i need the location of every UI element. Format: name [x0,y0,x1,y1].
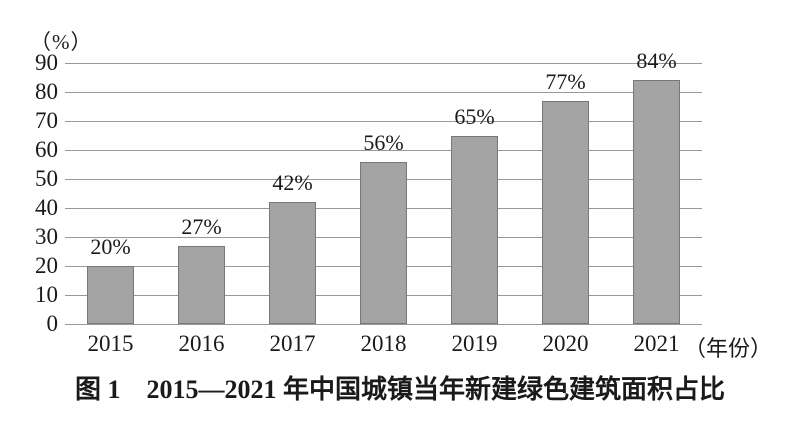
gridline [65,92,702,93]
bar [178,245,225,324]
bar-value-label: 56% [363,129,404,155]
figure-caption: 图 1 2015—2021 年中国城镇当年新建绿色建筑面积占比 [74,375,725,404]
bar-value-label: 77% [545,68,586,94]
y-tick-label: 90 [35,50,58,75]
bar-value-label: 42% [272,170,313,196]
gridline [65,150,702,151]
y-tick-label: 20 [35,253,58,278]
bar-value-label: 20% [90,234,131,259]
bar-value-label: 84% [636,48,677,74]
x-tick-label: 2021 [633,331,680,356]
bar-value-label: 27% [181,213,222,239]
gridline [65,121,702,122]
bar [269,202,316,324]
y-tick-label: 30 [35,224,58,249]
gridline [65,63,702,64]
bar [542,100,589,324]
x-tick-label: 2016 [178,331,225,356]
x-tick-label: 2018 [360,331,407,356]
y-tick-label: 10 [35,282,58,307]
bar [451,135,498,324]
x-axis-unit-label: （年份） [684,336,773,361]
x-tick-label: 2017 [269,331,316,356]
y-tick-label: 60 [35,137,58,162]
x-tick-label: 2019 [451,331,498,356]
y-tick-label: 50 [35,166,58,191]
y-tick-label: 70 [35,108,58,133]
bar-value-label: 65% [454,103,495,129]
y-tick-label: 40 [35,195,58,220]
y-tick-label: 0 [46,311,59,336]
bar [360,161,407,324]
x-tick-label: 2015 [87,331,134,356]
y-axis-unit-label: （%） [30,30,93,54]
bar [633,80,680,324]
x-tick-label: 2020 [542,331,589,356]
gridline [65,324,702,325]
bar [87,266,134,324]
y-tick-label: 80 [35,79,58,104]
